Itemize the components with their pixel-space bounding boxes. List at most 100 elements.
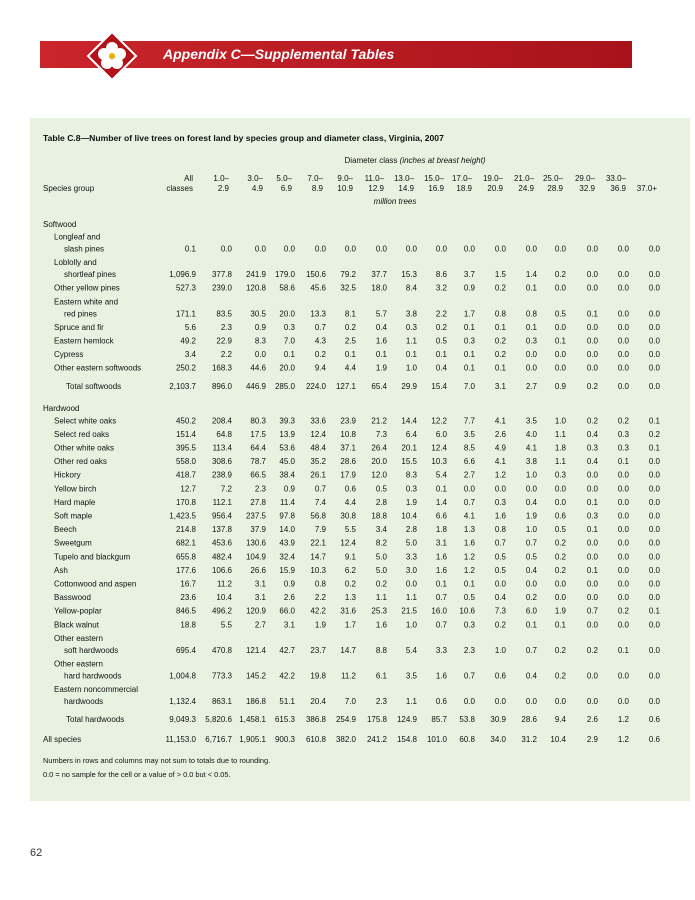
cell-value: 0.0	[618, 593, 630, 602]
cell-value: 6.6	[436, 512, 448, 521]
cell-value: 17.9	[340, 471, 356, 480]
cell-value: 0.0	[587, 350, 599, 359]
column-header: 24.9	[518, 184, 534, 193]
cell-value: 12.2	[431, 416, 447, 425]
cell-value: 0.2	[526, 593, 538, 602]
cell-value: 1.5	[495, 270, 507, 279]
column-header: 12.9	[368, 184, 384, 193]
cell-value: 45.0	[279, 457, 295, 466]
cell-value: 10.4	[216, 593, 232, 602]
cell-value: 2.6	[495, 430, 507, 439]
cell-value: 0.6	[345, 484, 357, 493]
row-label: Ash	[54, 566, 68, 575]
column-header: 18.9	[456, 184, 472, 193]
cell-value: 12.4	[431, 444, 447, 453]
cell-value: 49.2	[180, 337, 196, 346]
cell-value: 18.8	[371, 512, 387, 521]
cell-value: 151.4	[176, 430, 197, 439]
note: Numbers in rows and columns may not sum …	[43, 756, 270, 765]
cell-value: 58.6	[279, 284, 295, 293]
row-label: Hard maple	[54, 498, 96, 507]
cell-value: 5,820.6	[205, 715, 232, 724]
column-group-header: Diameter class (inches at breast height)	[345, 156, 486, 165]
cell-value: 101.0	[427, 735, 448, 744]
cell-value: 33.6	[310, 416, 326, 425]
cell-value: 395.5	[176, 444, 197, 453]
cell-value: 0.2	[555, 539, 567, 548]
cell-value: 214.8	[176, 525, 197, 534]
cell-value: 0.2	[495, 284, 507, 293]
cell-value: 0.1	[587, 498, 599, 507]
cell-value: 53.6	[279, 444, 295, 453]
cell-value: 0.1	[376, 350, 388, 359]
row-label: shortleaf pines	[64, 270, 116, 279]
column-header: 36.9	[610, 184, 626, 193]
cell-value: 527.3	[176, 284, 197, 293]
column-header: 2.9	[218, 184, 230, 193]
cell-value: 11.2	[341, 672, 357, 681]
cell-value: 48.4	[310, 444, 326, 453]
cell-value: 150.6	[306, 270, 327, 279]
cell-value: 0.0	[618, 672, 630, 681]
cell-value: 22.9	[216, 337, 232, 346]
cell-value: 0.8	[315, 580, 327, 589]
cell-value: 0.0	[221, 245, 233, 254]
row-label: Longleaf and	[54, 233, 100, 242]
cell-value: 121.4	[246, 646, 267, 655]
cell-value: 30.5	[250, 309, 266, 318]
header-banner	[40, 41, 632, 68]
row-label: Yellow birch	[54, 484, 96, 493]
row-label: slash pines	[64, 245, 104, 254]
cell-value: 28.6	[521, 715, 537, 724]
cell-value: 4.1	[495, 457, 507, 466]
cell-value: 0.1	[436, 580, 448, 589]
cell-value: 0.0	[618, 323, 630, 332]
row-label: Other eastern softwoods	[54, 364, 141, 373]
cell-value: 15.9	[279, 566, 295, 575]
cell-value: 39.3	[279, 416, 295, 425]
cell-value: 23.7	[310, 646, 326, 655]
cell-value: 1.6	[376, 620, 388, 629]
cell-value: 1.6	[495, 512, 507, 521]
cell-value: 0.0	[618, 525, 630, 534]
cell-value: 0.0	[587, 580, 599, 589]
cell-value: 26.6	[250, 566, 266, 575]
row-label: Loblolly and	[54, 258, 97, 267]
column-header: 8.9	[312, 184, 324, 193]
row-label: Select red oaks	[54, 430, 109, 439]
cell-value: 0.0	[345, 245, 357, 254]
cell-value: 14.7	[340, 646, 356, 655]
section-heading: Hardwood	[43, 404, 79, 413]
cell-value: 238.9	[212, 471, 233, 480]
cell-value: 14.4	[401, 416, 417, 425]
cell-value: 34.0	[490, 735, 506, 744]
cell-value: 0.0	[587, 284, 599, 293]
cell-value: 106.6	[212, 566, 233, 575]
cell-value: 5.4	[406, 646, 418, 655]
cell-value: 0.2	[618, 416, 630, 425]
cell-value: 382.0	[336, 735, 357, 744]
cell-value: 32.5	[340, 284, 356, 293]
column-header: 29.0–	[575, 174, 596, 183]
cell-value: 7.2	[221, 484, 233, 493]
cell-value: 0.7	[526, 539, 538, 548]
cell-value: 2.3	[464, 646, 476, 655]
cell-value: 1.6	[376, 337, 388, 346]
cell-value: 97.8	[279, 512, 295, 521]
cell-value: 0.0	[649, 552, 661, 561]
cell-value: 0.1	[618, 646, 630, 655]
cell-value: 0.2	[555, 270, 567, 279]
cell-value: 496.2	[212, 607, 233, 616]
column-header: 15.0–	[424, 174, 445, 183]
cell-value: 0.0	[649, 525, 661, 534]
cell-value: 0.0	[618, 337, 630, 346]
cell-value: 10.3	[310, 566, 326, 575]
cell-value: 6.4	[406, 430, 418, 439]
cell-value: 0.2	[495, 620, 507, 629]
cell-value: 20.4	[310, 697, 326, 706]
cell-value: 0.0	[555, 593, 567, 602]
cell-value: 3.1	[255, 580, 267, 589]
cell-value: 0.0	[284, 245, 296, 254]
cell-value: 0.3	[618, 430, 630, 439]
cell-value: 241.9	[246, 270, 267, 279]
